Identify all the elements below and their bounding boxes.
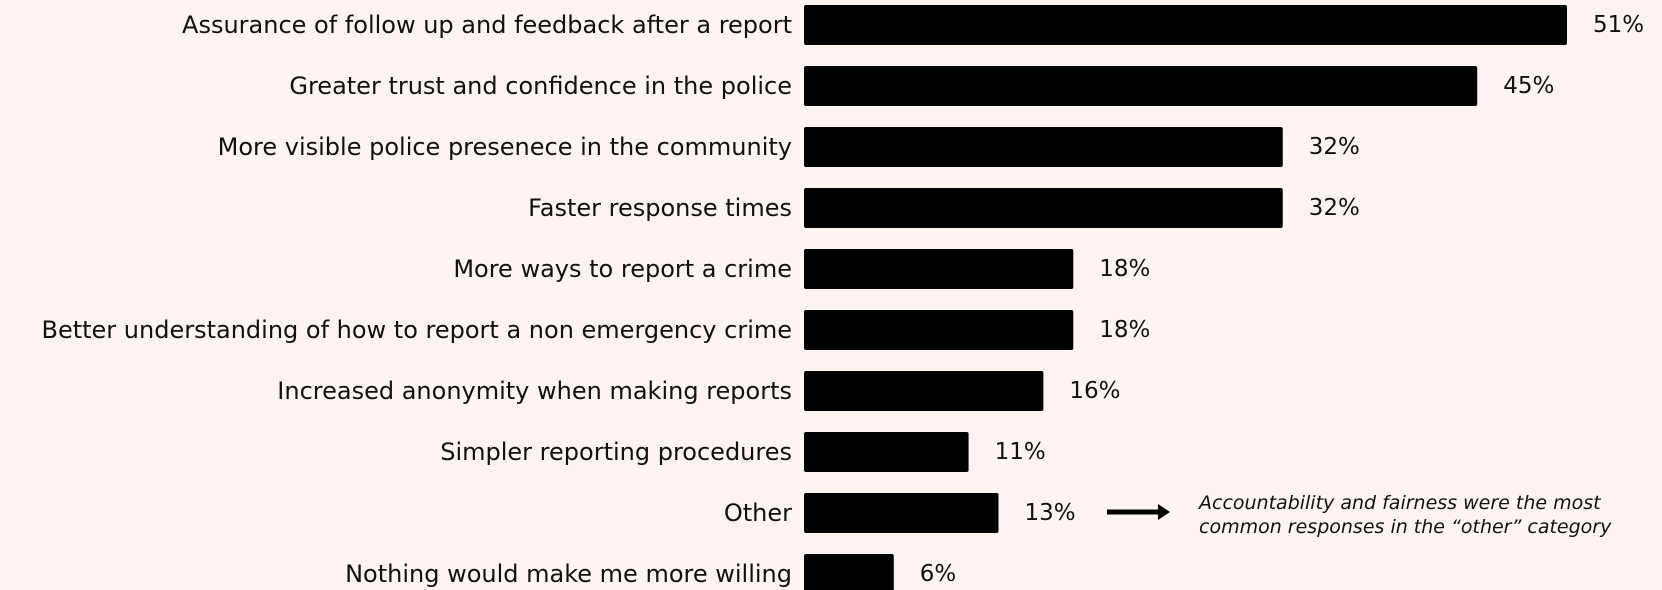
bar [804,432,969,472]
bar [804,493,999,533]
value-label: 45% [1503,73,1554,99]
bar [804,371,1044,411]
value-label: 11% [995,439,1046,465]
category-label: Nothing would make me more willing [345,560,792,588]
annotation-line-2: common responses in the “other” category [1199,516,1612,538]
bar [804,5,1567,45]
category-label: Increased anonymity when making reports [277,377,792,405]
bar [804,188,1283,228]
bar [804,554,894,590]
value-label: 18% [1099,317,1150,343]
category-label: Better understanding of how to report a … [41,316,792,344]
value-label: 51% [1593,12,1644,38]
value-labels: 51% 45% 32% 32% 18% 18% 16% 11% 13% 6% [920,12,1644,587]
value-label: 32% [1309,195,1360,221]
category-label: Other [724,499,792,527]
annotation: Accountability and fairness were the mos… [1107,492,1612,538]
bar [804,310,1074,350]
bar [804,66,1478,106]
annotation-line-1: Accountability and fairness were the mos… [1197,492,1602,514]
bars [804,5,1567,590]
value-label: 6% [920,561,957,587]
category-label: Assurance of follow up and feedback afte… [182,11,792,39]
value-label: 16% [1069,378,1120,404]
value-label: 32% [1309,134,1360,160]
category-label: More ways to report a crime [453,255,792,283]
category-label: Faster response times [528,194,792,222]
bar [804,127,1283,167]
category-labels: Assurance of follow up and feedback afte… [41,11,792,588]
arrow-head [1158,504,1170,520]
bar [804,249,1074,289]
category-label: Simpler reporting procedures [440,438,792,466]
category-label: More visible police presenece in the com… [218,133,792,161]
value-label: 18% [1099,256,1150,282]
value-label: 13% [1024,500,1075,526]
category-label: Greater trust and confidence in the poli… [289,72,792,100]
